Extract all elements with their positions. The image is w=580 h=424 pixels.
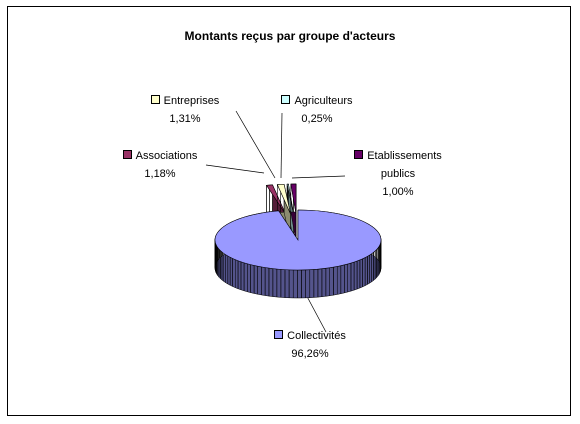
slice-name: Collectivités <box>287 330 346 342</box>
slice-label: Agriculteurs 0,25% <box>262 92 372 128</box>
leader-line <box>291 175 346 179</box>
legend-swatch <box>150 95 160 104</box>
slice-name: Agriculteurs <box>294 95 353 107</box>
leader-line <box>235 110 276 179</box>
chart-frame <box>7 6 571 416</box>
slice-top <box>286 183 294 215</box>
slice-value: 0,25% <box>301 113 333 125</box>
slice-value: 1,00% <box>382 186 414 198</box>
slice-name: Associations <box>135 150 198 162</box>
leader-line <box>280 112 283 179</box>
legend-swatch <box>354 150 364 159</box>
leader-line <box>205 164 265 174</box>
chart-title: Montants reçus par groupe d'acteurs <box>184 29 396 43</box>
slice-label: Entreprises 1,31% <box>130 92 240 128</box>
slice-top <box>214 209 382 271</box>
slice-value: 1,31% <box>169 113 201 125</box>
slice-label: Collectivités 96,26% <box>245 327 375 363</box>
legend-swatch <box>274 330 284 339</box>
legend-swatch <box>122 150 132 159</box>
slice-top <box>265 184 287 215</box>
slice-top <box>276 183 291 215</box>
slice-name: Etablissements publics <box>367 150 442 180</box>
slice-top <box>290 183 297 215</box>
pie-slice <box>290 183 297 243</box>
slice-value: 1,18% <box>144 168 176 180</box>
slice-name: Entreprises <box>163 95 220 107</box>
slice-label: Etablissements publics 1,00% <box>338 147 458 201</box>
legend-swatch <box>281 95 291 104</box>
pie-slice <box>214 209 382 299</box>
slice-value: 96,26% <box>291 348 329 360</box>
slice-label: Associations 1,18% <box>105 147 215 183</box>
